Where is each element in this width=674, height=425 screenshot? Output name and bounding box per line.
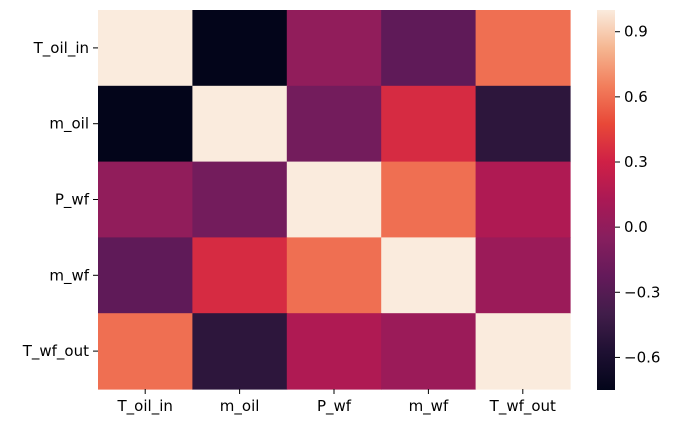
colorbar-ticks: 0.9 0.6 0.3 0.0 −0.3 −0.6 xyxy=(615,23,660,366)
heatmap-cell-T_oil_in-T_wf_out xyxy=(475,10,571,87)
heatmap-cell-m_oil-T_oil_in xyxy=(98,85,193,163)
colorbar-tick-label: 0.9 xyxy=(624,23,648,41)
heatmap-cell-m_wf-T_oil_in xyxy=(98,237,193,314)
heatmap-cell-m_wf-P_wf xyxy=(286,237,382,314)
heatmap-cells xyxy=(98,10,571,390)
heatmap-cell-m_wf-m_wf xyxy=(381,237,477,314)
row-tick-labels: T_oil_in m_oil P_wf m_wf T_wf_out xyxy=(22,39,98,361)
colorbar-tick-label: 0.0 xyxy=(624,218,648,236)
column-tick-labels: T_oil_in m_oil P_wf m_wf T_wf_out xyxy=(117,389,556,416)
heatmap-cell-T_oil_in-m_oil xyxy=(192,10,288,87)
heatmap-cell-m_oil-m_wf xyxy=(381,85,477,163)
heatmap-cell-P_wf-T_oil_in xyxy=(98,161,193,238)
heatmap-cell-T_wf_out-m_oil xyxy=(192,313,288,390)
heatmap-cell-m_oil-T_wf_out xyxy=(475,85,571,163)
heatmap-cell-T_wf_out-P_wf xyxy=(286,313,382,390)
column-label-m_wf: m_wf xyxy=(409,397,449,416)
row-label-m_wf: m_wf xyxy=(49,266,89,285)
heatmap-cell-P_wf-T_wf_out xyxy=(475,161,571,238)
colorbar-tick-label: 0.6 xyxy=(624,88,648,106)
column-label-m_oil: m_oil xyxy=(220,397,260,416)
heatmap-cell-T_oil_in-P_wf xyxy=(286,10,382,87)
heatmap-cell-T_wf_out-m_wf xyxy=(381,313,477,390)
heatmap-cell-T_oil_in-T_oil_in xyxy=(98,10,193,87)
colorbar-tick-label: −0.3 xyxy=(624,283,660,301)
colorbar-tick-label: 0.3 xyxy=(624,153,648,171)
colorbar-tick-label: −0.6 xyxy=(624,348,660,366)
heatmap-cell-P_wf-m_wf xyxy=(381,161,477,238)
heatmap-cell-T_wf_out-T_oil_in xyxy=(98,313,193,390)
heatmap-cell-m_wf-m_oil xyxy=(192,237,288,314)
column-label-T_oil_in: T_oil_in xyxy=(117,397,173,416)
column-label-P_wf: P_wf xyxy=(317,397,352,416)
heatmap-cell-m_wf-T_wf_out xyxy=(475,237,571,314)
heatmap-cell-T_oil_in-m_wf xyxy=(381,10,477,87)
column-label-T_wf_out: T_wf_out xyxy=(489,397,556,416)
row-label-m_oil: m_oil xyxy=(49,115,89,134)
heatmap-cell-T_wf_out-T_wf_out xyxy=(475,313,571,390)
heatmap-cell-m_oil-P_wf xyxy=(286,85,382,163)
row-label-T_oil_in: T_oil_in xyxy=(33,39,89,58)
colorbar xyxy=(597,10,615,390)
row-label-P_wf: P_wf xyxy=(55,191,90,210)
row-label-T_wf_out: T_wf_out xyxy=(22,342,89,361)
heatmap-cell-m_oil-m_oil xyxy=(192,85,288,163)
heatmap-cell-P_wf-m_oil xyxy=(192,161,288,238)
heatmap-cell-P_wf-P_wf xyxy=(286,161,382,238)
